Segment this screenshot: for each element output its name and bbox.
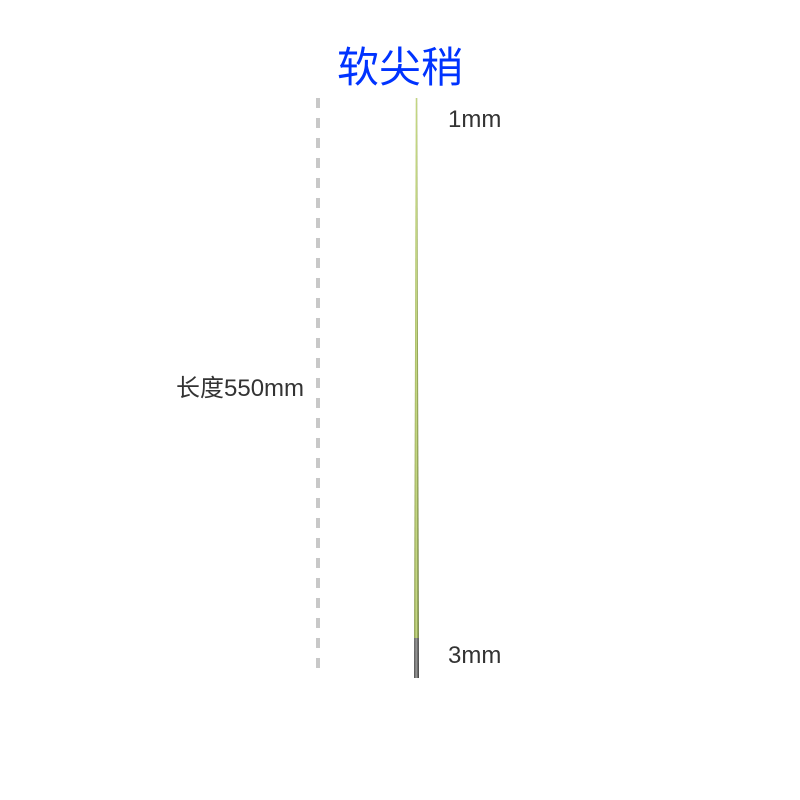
top-diameter-label: 1mm (448, 106, 501, 134)
rod-illustration (413, 98, 420, 678)
bottom-diameter-label: 3mm (448, 642, 501, 670)
length-reference-line (316, 98, 320, 678)
length-label: 长度550mm (176, 368, 304, 403)
diagram-title: 软尖稍 (337, 34, 463, 95)
